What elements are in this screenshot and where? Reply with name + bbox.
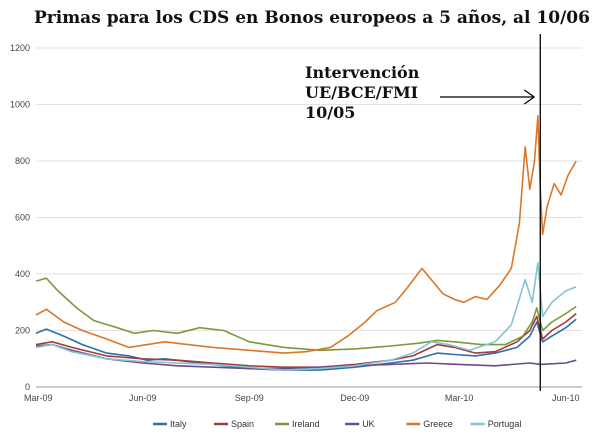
- y-tick-label: 800: [15, 156, 30, 166]
- y-tick-label: 1200: [10, 43, 30, 53]
- legend-label: UK: [362, 419, 375, 429]
- annotation-text: Intervención: [305, 63, 420, 82]
- legend-label: Ireland: [292, 419, 320, 429]
- legend-label: Italy: [170, 419, 187, 429]
- x-tick-label: Mar-10: [445, 393, 474, 403]
- y-tick-label: 1000: [10, 100, 30, 110]
- series-line-portugal: [35, 261, 577, 371]
- series-lines: [35, 115, 577, 371]
- y-tick-label: 200: [15, 326, 30, 336]
- series-line-greece: [35, 115, 577, 354]
- x-tick-label: Mar-09: [24, 393, 53, 403]
- x-tick-label: Jun-10: [552, 393, 580, 403]
- annotation-text: UE/BCE/FMI: [305, 83, 418, 102]
- legend-label: Portugal: [488, 419, 522, 429]
- y-tick-label: 600: [15, 213, 30, 223]
- chart-title: Primas para los CDS en Bonos europeos a …: [34, 8, 590, 28]
- x-tick-label: Sep-09: [235, 393, 264, 403]
- gridlines: [36, 47, 582, 388]
- annotation-text: 10/05: [305, 103, 355, 122]
- axes: 0 200 400 600 800 1000 1200 Mar-09 Jun-09 Sep-09 D…: [10, 43, 580, 403]
- series-line-italy: [35, 318, 577, 371]
- legend: Italy Spain Ireland UK Greece Portugal: [153, 419, 521, 429]
- y-tick-label: 400: [15, 269, 30, 279]
- series-line-ireland: [35, 277, 577, 352]
- x-tick-label: Jun-09: [129, 393, 157, 403]
- legend-label: Greece: [423, 419, 453, 429]
- y-tick-label: 0: [25, 382, 30, 392]
- annotation-arrowhead: [523, 89, 535, 105]
- legend-label: Spain: [231, 419, 254, 429]
- series-line-spain: [35, 312, 577, 368]
- x-tick-label: Dec-09: [340, 393, 369, 403]
